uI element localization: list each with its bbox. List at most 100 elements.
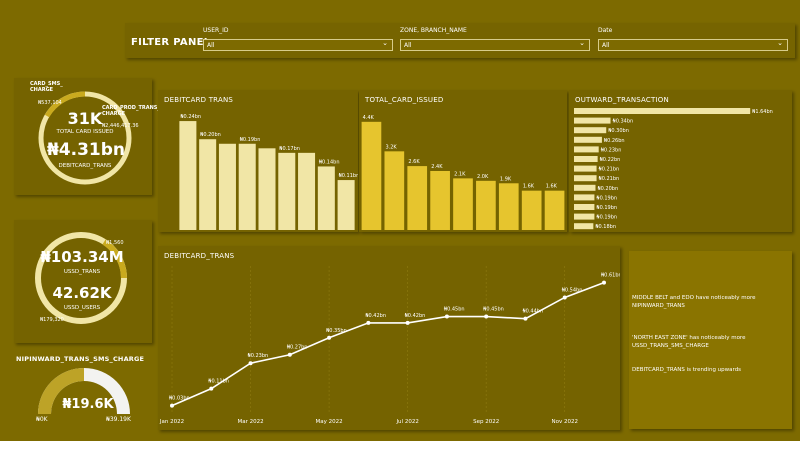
bar1-bar bbox=[218, 143, 236, 230]
slicer-user-id: USER_ID All ⌄ bbox=[203, 27, 393, 51]
gauge-min-label: ₦0K bbox=[36, 416, 48, 423]
line-point bbox=[562, 295, 567, 300]
smart-narrative-panel: MIDDLE BELT and EDO have noticeably more… bbox=[629, 251, 792, 429]
line-data-label: ₦0.45bn bbox=[483, 307, 504, 313]
line-data-label: ₦0.11bn bbox=[208, 379, 229, 385]
outward-bar bbox=[574, 223, 594, 230]
ussd-trans-label: USSD_TRANS bbox=[63, 269, 101, 275]
outward-bar bbox=[574, 194, 595, 201]
bar1-bar bbox=[238, 143, 256, 230]
outward-data-label: ₦0.21bn bbox=[599, 176, 620, 182]
line-point bbox=[248, 361, 253, 366]
outward-transaction-panel: OUTWARD_TRANSACTION ₦1.64bn ₦0.34bn ₦0.30b… bbox=[569, 90, 792, 232]
bar1-bar bbox=[298, 152, 316, 230]
bar1-bar bbox=[179, 121, 197, 230]
outward-bar bbox=[574, 175, 597, 182]
nipinward-gauge-panel: NIPINWARD_TRANS_SMS_CHARGE ₦19.6K ₦0K ₦3… bbox=[14, 352, 164, 432]
bar1-data-label: ₦0.14bn bbox=[319, 159, 340, 165]
gauge-value: ₦19.6K bbox=[62, 397, 114, 412]
line-x-tick-label: Jul 2022 bbox=[395, 419, 418, 425]
outward-data-label: ₦0.23bn bbox=[601, 147, 622, 153]
line-point bbox=[484, 314, 489, 319]
card-issued-bar-title: TOTAL_CARD_ISSUED bbox=[365, 96, 444, 104]
slicer-user-id-dropdown[interactable]: All ⌄ bbox=[203, 39, 393, 51]
ussd-ring-chart bbox=[35, 232, 127, 324]
outward-transaction-title: OUTWARD_TRANSACTION bbox=[575, 96, 669, 104]
outward-bar bbox=[574, 184, 596, 191]
outward-data-label: ₦0.19bn bbox=[596, 215, 617, 221]
debitcard-bar-panel: DEBITCARD TRANS ₦0.24bn ₦0.20bn ₦0.19bn ₦0.… bbox=[158, 90, 358, 232]
slicer-date-value: All bbox=[602, 42, 610, 49]
outward-bar bbox=[574, 156, 598, 162]
outward-data-label: ₦0.26bn bbox=[604, 138, 625, 144]
insight-text-2: 'NORTH EAST ZONE' has noticeably more US… bbox=[632, 335, 746, 349]
gauge-title: NIPINWARD_TRANS_SMS_CHARGE bbox=[16, 355, 145, 363]
bar1-bar bbox=[278, 152, 296, 230]
slicer-date-dropdown[interactable]: All ⌄ bbox=[598, 39, 788, 51]
debitcard-trans-value: ₦4.31bn bbox=[46, 140, 126, 160]
bar2-data-label: 2.4K bbox=[431, 164, 443, 170]
ussd-users-label: USSD_USERS bbox=[63, 305, 101, 311]
outward-bar bbox=[574, 146, 599, 153]
bar2-data-label: 1.6K bbox=[546, 184, 558, 190]
outward-bar bbox=[574, 117, 611, 124]
line-data-label: ₦0.42bn bbox=[365, 313, 386, 319]
outward-data-label: ₦0.21bn bbox=[599, 167, 620, 173]
bar2-data-label: 2.6K bbox=[408, 159, 420, 165]
line-data-label: ₦0.35bn bbox=[326, 328, 347, 334]
filter-panel: FILTER PANEL USER_ID All ⌄ ZONE, BRANCH_… bbox=[125, 23, 795, 58]
debitcard-bar-chart: ₦0.24bn ₦0.20bn ₦0.19bn ₦0.17bn ₦0.14bn ₦0.11… bbox=[179, 114, 358, 230]
card-issued-bar-chart: 4.4K 3.2K 2.6K 2.4K 2.1K 2.0K 1.9K 1.6K 1.6K bbox=[361, 115, 565, 230]
filter-panel-title: FILTER PANEL bbox=[131, 37, 211, 48]
bar1-data-label: ₦0.24bn bbox=[180, 114, 201, 120]
bar2-data-label: 1.6K bbox=[523, 184, 535, 190]
debitcard-trans-label: DEBITCARD_TRANS bbox=[58, 163, 112, 169]
outward-bar bbox=[574, 204, 595, 210]
debitcard-line-chart: Jan 2022 Mar 2022 May 2022 Jul 2022 Sep 2022… bbox=[159, 266, 620, 425]
bar2-data-label: 2.0K bbox=[477, 174, 489, 180]
bar2-bar bbox=[521, 190, 542, 230]
bar1-bar bbox=[258, 148, 276, 230]
outward-transaction-chart: ₦1.64bn ₦0.34bn ₦0.30bn ₦0.26bn ₦0.23bn ₦0.22… bbox=[574, 108, 773, 230]
card-kpi-panel: CARD_SMS_ CHARGE ₦537,104 CARD_PROD_TRAN… bbox=[14, 78, 160, 195]
line-point bbox=[170, 403, 174, 408]
bar2-data-label: 4.4K bbox=[363, 115, 375, 121]
card-ring-chart bbox=[38, 91, 132, 185]
outward-data-label: ₦0.34bn bbox=[613, 119, 634, 125]
outward-data-label: ₦0.18bn bbox=[595, 224, 616, 230]
total-card-issued-label: TOTAL CARD ISSUED bbox=[56, 129, 114, 135]
outward-bar bbox=[574, 108, 751, 114]
outward-data-label: ₦0.19bn bbox=[596, 205, 617, 211]
bar2-data-label: 3.2K bbox=[385, 144, 397, 150]
line-point bbox=[523, 316, 528, 321]
line-point bbox=[405, 320, 410, 325]
slicer-user-id-value: All bbox=[207, 42, 215, 49]
debitcard-line-title: DEBITCARD_TRANS bbox=[164, 252, 235, 260]
debitcard-bar-title: DEBITCARD TRANS bbox=[164, 96, 234, 104]
line-point bbox=[327, 335, 332, 340]
card-sms-charge-label: CARD_SMS_ CHARGE bbox=[30, 81, 63, 93]
line-point bbox=[602, 280, 606, 285]
line-x-tick-label: Mar 2022 bbox=[237, 419, 263, 425]
outward-bar bbox=[574, 127, 607, 134]
total-card-issued-value: 31K bbox=[67, 109, 103, 128]
slicer-zone-branch: ZONE, BRANCH_NAME All ⌄ bbox=[400, 27, 590, 51]
bar2-data-label: 1.9K bbox=[500, 176, 512, 182]
line-data-label: ₦0.61bn bbox=[601, 273, 620, 279]
line-point bbox=[209, 386, 214, 391]
line-x-tick-label: May 2022 bbox=[316, 419, 343, 425]
line-x-tick-label: Nov 2022 bbox=[551, 419, 577, 425]
outward-data-label: ₦0.30bn bbox=[608, 128, 629, 134]
ussd-kpi-panel: ₦1,560 ₦103.34M USSD_TRANS 42.62K USSD_U… bbox=[14, 220, 152, 343]
line-x-tick-label: Sep 2022 bbox=[473, 419, 499, 425]
slicer-zone-branch-dropdown[interactable]: All ⌄ bbox=[400, 39, 590, 51]
bar2-bar bbox=[498, 183, 519, 230]
gauge-max-label: ₦39.19K bbox=[106, 416, 131, 423]
card-ring-segment bbox=[44, 91, 86, 118]
bar1-bar bbox=[199, 139, 217, 230]
line-data-label: ₦0.42bn bbox=[405, 313, 426, 319]
outward-data-label: ₦1.64bn bbox=[752, 109, 773, 115]
outward-bar bbox=[574, 165, 597, 172]
gauge-chart bbox=[38, 368, 130, 414]
card-prod-trans-charge-value: ₦2,446,417.36 bbox=[102, 123, 139, 129]
